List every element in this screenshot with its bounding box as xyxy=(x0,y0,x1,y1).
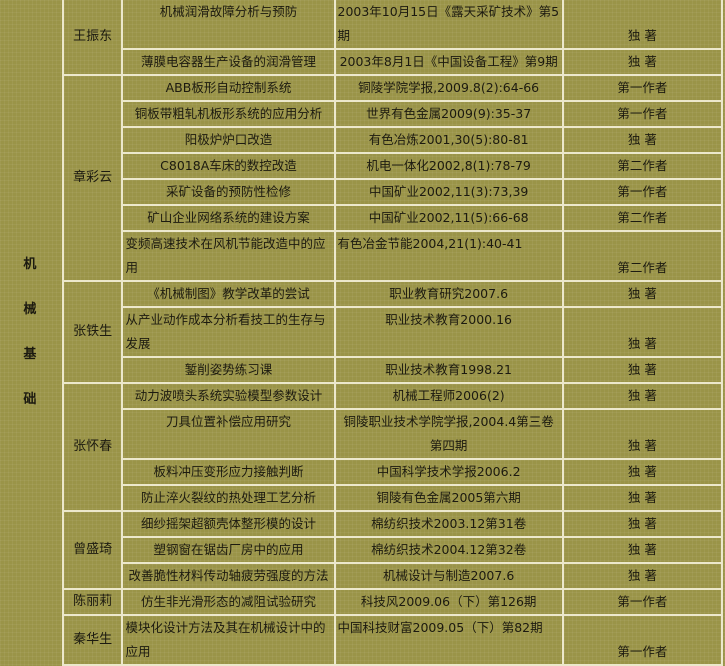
paper-source: 中国矿业2002,11(5):66-68 xyxy=(333,204,564,232)
author-name: 曾盛琦 xyxy=(61,510,124,590)
paper-source: 棉纺织技术2003.12第31卷 xyxy=(333,510,564,538)
paper-title: 细纱摇架超额壳体整形模的设计 xyxy=(121,510,336,538)
table-row: 张怀春 动力波喷头系统实验模型参数设计 机械工程师2006(2) 独 著 xyxy=(0,382,724,512)
paper-source: 有色冶金节能2004,21(1):40-41 xyxy=(333,230,564,282)
paper-source: 职业技术教育1998.21 xyxy=(333,356,564,384)
table-row: 陈丽莉 仿生非光滑形态的减阻试验研究 科技风2009.06（下）第126期 第一作者 xyxy=(0,588,724,616)
author-role: 独 著 xyxy=(561,562,724,590)
paper-title: ABB板形自动控制系统 xyxy=(121,74,336,102)
category-char: 础 xyxy=(23,392,37,407)
author-role: 第二作者 xyxy=(561,152,724,180)
paper-source: 铜陵学院学报,2009.8(2):64-66 xyxy=(333,74,564,102)
paper-title: C8018A车床的数控改造 xyxy=(121,152,336,180)
table-row: 从产业动作成本分析看技工的生存与发展 职业技术教育2000.16 独 著 xyxy=(0,306,724,358)
paper-title: 薄膜电容器生产设备的润滑管理 xyxy=(121,48,336,76)
paper-title: 机械润滑故障分析与预防 xyxy=(121,0,336,50)
category-char: 机 xyxy=(23,257,37,272)
author-role: 独 著 xyxy=(561,48,724,76)
author-role: 第二作者 xyxy=(561,204,724,232)
paper-title: 铜板带粗轧机板形系统的应用分析 xyxy=(121,100,336,128)
paper-title: 錾削姿势练习课 xyxy=(121,356,336,384)
paper-title: 采矿设备的预防性检修 xyxy=(121,178,336,206)
paper-title: 塑钢窗在锯齿厂房中的应用 xyxy=(121,536,336,564)
author-role: 独 著 xyxy=(561,126,724,154)
paper-source: 世界有色金属2009(9):35-37 xyxy=(333,100,564,128)
paper-source: 机械工程师2006(2) xyxy=(333,382,564,410)
table-row: 矿山企业网络系统的建设方案 中国矿业2002,11(5):66-68 第二作者 xyxy=(0,204,724,232)
author-role: 第一作者 xyxy=(561,100,724,128)
paper-title: 阳极炉炉口改造 xyxy=(121,126,336,154)
table-row: 曾盛琦 细纱摇架超额壳体整形模的设计 棉纺织技术2003.12第31卷独 著 xyxy=(0,510,724,590)
author-name: 张铁生 xyxy=(61,280,124,384)
author-role: 独 著 xyxy=(561,0,724,50)
author-role: 独 著 xyxy=(561,458,724,486)
table-row: 防止淬火裂纹的热处理工艺分析 铜陵有色金属2005第六期独 著 xyxy=(0,484,724,512)
paper-source: 职业教育研究2007.6 xyxy=(333,280,564,308)
paper-source: 机电一体化2002,8(1):78-79 xyxy=(333,152,564,180)
paper-source: 2003年8月1日《中国设备工程》第9期 xyxy=(333,48,564,76)
paper-source: 棉纺织技术2004.12第32卷 xyxy=(333,536,564,564)
paper-title: 动力波喷头系统实验模型参数设计 xyxy=(121,382,336,410)
paper-source: 科技风2009.06（下）第126期 xyxy=(333,588,564,616)
table-row: 采矿设备的预防性检修 中国矿业2002,11(3):73,39 第一作者 xyxy=(0,178,724,206)
table-row: 改善脆性材料传动轴疲劳强度的方法 机械设计与制造2007.6 独 著 xyxy=(0,562,724,590)
category-cell: 机械基础 xyxy=(0,0,64,665)
paper-source: 机械设计与制造2007.6 xyxy=(333,562,564,590)
table-row: C8018A车床的数控改造 机电一体化2002,8(1):78-79 第二作者 xyxy=(0,152,724,180)
author-role: 独 著 xyxy=(561,484,724,512)
table-row: 板料冲压变形应力接触判断 中国科学技术学报2006.2 独 著 xyxy=(0,458,724,486)
paper-source: 有色冶炼2001,30(5):80-81 xyxy=(333,126,564,154)
paper-source: 2003年10月15日《露天采矿技术》第5期 xyxy=(333,0,564,50)
table-row: 錾削姿势练习课 职业技术教育1998.21 独 著 xyxy=(0,356,724,384)
author-role: 独 著 xyxy=(561,536,724,564)
author-role: 第一作者 xyxy=(561,614,724,666)
table-row: 塑钢窗在锯齿厂房中的应用 棉纺织技术2004.12第32卷独 著 xyxy=(0,536,724,564)
author-name: 章彩云 xyxy=(61,74,124,282)
paper-source: 职业技术教育2000.16 xyxy=(333,306,564,358)
author-role: 独 著 xyxy=(561,408,724,460)
table-row: 薄膜电容器生产设备的润滑管理 2003年8月1日《中国设备工程》第9期独 著 xyxy=(0,48,724,76)
paper-source: 中国矿业2002,11(3):73,39 xyxy=(333,178,564,206)
table-row: 铜板带粗轧机板形系统的应用分析 世界有色金属2009(9):35-37 第一作者 xyxy=(0,100,724,128)
paper-title: 《机械制图》教学改革的尝试 xyxy=(121,280,336,308)
author-role: 第二作者 xyxy=(561,230,724,282)
paper-title: 矿山企业网络系统的建设方案 xyxy=(121,204,336,232)
paper-title: 刀具位置补偿应用研究 xyxy=(121,408,336,460)
author-role: 独 著 xyxy=(561,356,724,384)
paper-title: 板料冲压变形应力接触判断 xyxy=(121,458,336,486)
author-role: 独 著 xyxy=(561,280,724,308)
table-row: 张铁生 《机械制图》教学改革的尝试 职业教育研究2007.6 独 著 xyxy=(0,280,724,384)
author-name: 王振东 xyxy=(61,0,124,76)
author-name: 陈丽莉 xyxy=(61,588,124,616)
paper-source: 铜陵有色金属2005第六期 xyxy=(333,484,564,512)
paper-source: 铜陵职业技术学院学报,2004.4第三卷第四期 xyxy=(333,408,564,460)
paper-title: 改善脆性材料传动轴疲劳强度的方法 xyxy=(121,562,336,590)
paper-source: 中国科技财富2009.05（下）第82期 xyxy=(333,614,564,666)
author-role: 独 著 xyxy=(561,306,724,358)
author-name: 张怀春 xyxy=(61,382,124,512)
table-row: 变频高速技术在风机节能改造中的应用 有色冶金节能2004,21(1):40-41 第… xyxy=(0,230,724,282)
paper-title: 仿生非光滑形态的减阻试验研究 xyxy=(121,588,336,616)
paper-title: 变频高速技术在风机节能改造中的应用 xyxy=(121,230,336,282)
paper-title: 防止淬火裂纹的热处理工艺分析 xyxy=(121,484,336,512)
table-row: 秦华生 模块化设计方法及其在机械设计中的应用 中国科技财富2009.05（下）第82… xyxy=(0,614,724,666)
category-char: 械 xyxy=(23,302,37,317)
author-name: 秦华生 xyxy=(61,614,124,666)
paper-title: 模块化设计方法及其在机械设计中的应用 xyxy=(121,614,336,666)
category-char: 基 xyxy=(23,347,37,362)
table-row: 阳极炉炉口改造 有色冶炼2001,30(5):80-81 独 著 xyxy=(0,126,724,154)
author-role: 独 著 xyxy=(561,510,724,538)
table-row: 章彩云 ABB板形自动控制系统 铜陵学院学报,2009.8(2):64-66 第一作者 xyxy=(0,74,724,282)
paper-title: 从产业动作成本分析看技工的生存与发展 xyxy=(121,306,336,358)
author-role: 第一作者 xyxy=(561,178,724,206)
author-role: 第一作者 xyxy=(561,588,724,616)
table-row: 刀具位置补偿应用研究 铜陵职业技术学院学报,2004.4第三卷第四期独 著 xyxy=(0,408,724,460)
paper-source: 中国科学技术学报2006.2 xyxy=(333,458,564,486)
author-role: 第一作者 xyxy=(561,74,724,102)
author-role: 独 著 xyxy=(561,382,724,410)
